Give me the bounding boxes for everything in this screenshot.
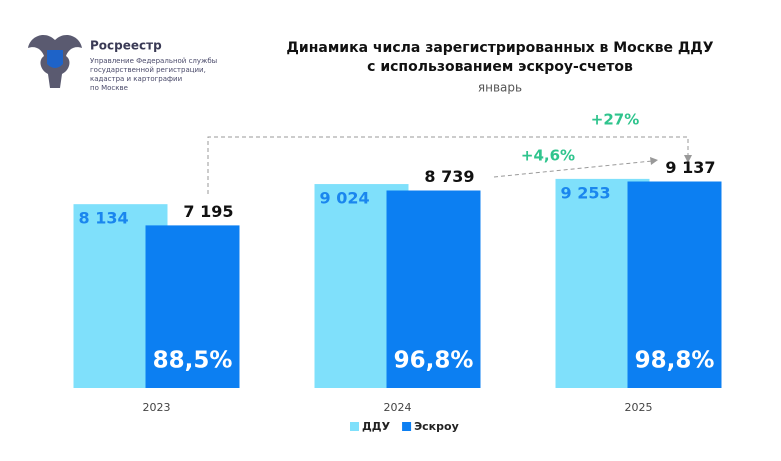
value-label: 8 134 <box>79 209 129 228</box>
legend-label: ДДУ <box>362 420 391 433</box>
chart-subtitle: январь <box>478 81 522 95</box>
share-label: 98,8% <box>635 348 715 374</box>
value-label: 7 195 <box>183 202 233 221</box>
arrow-line <box>493 160 653 178</box>
legend-swatch <box>402 422 412 431</box>
x-tick-label: 2023 <box>143 401 171 414</box>
arrow-head <box>684 155 692 163</box>
share-label: 96,8% <box>394 348 474 374</box>
x-tick-label: 2024 <box>384 401 412 414</box>
logo-line: по Москве <box>90 84 128 92</box>
arrow-line <box>207 136 689 194</box>
growth-label: +4,6% <box>521 147 575 165</box>
chart-title: Динамика числа зарегистрированных в Моск… <box>286 40 713 56</box>
logo-shield <box>47 50 63 68</box>
logo-line: кадастра и картографии <box>90 75 182 83</box>
bar <box>627 181 722 388</box>
growth-label: +27% <box>591 111 639 129</box>
value-label: 9 137 <box>665 158 715 177</box>
x-tick-label: 2025 <box>625 401 653 414</box>
bar <box>386 190 481 388</box>
value-label: 8 739 <box>424 167 474 186</box>
legend-label: Эскроу <box>414 420 459 433</box>
logo-name: Росреестр <box>90 39 162 53</box>
share-label: 88,5% <box>153 348 233 374</box>
bar <box>145 225 240 388</box>
growth-arrows <box>207 136 689 194</box>
value-label: 9 253 <box>561 183 611 202</box>
chart-title: с использованием эскроу-счетов <box>367 59 633 75</box>
logo-line: Управление Федеральной службы <box>90 57 217 65</box>
logo: Росреестр Управление Федеральной службы … <box>28 34 217 92</box>
logo-line: государственной регистрации, <box>90 66 206 74</box>
legend-swatch <box>350 422 359 431</box>
arrow-head <box>650 157 658 165</box>
value-label: 9 024 <box>320 189 370 208</box>
